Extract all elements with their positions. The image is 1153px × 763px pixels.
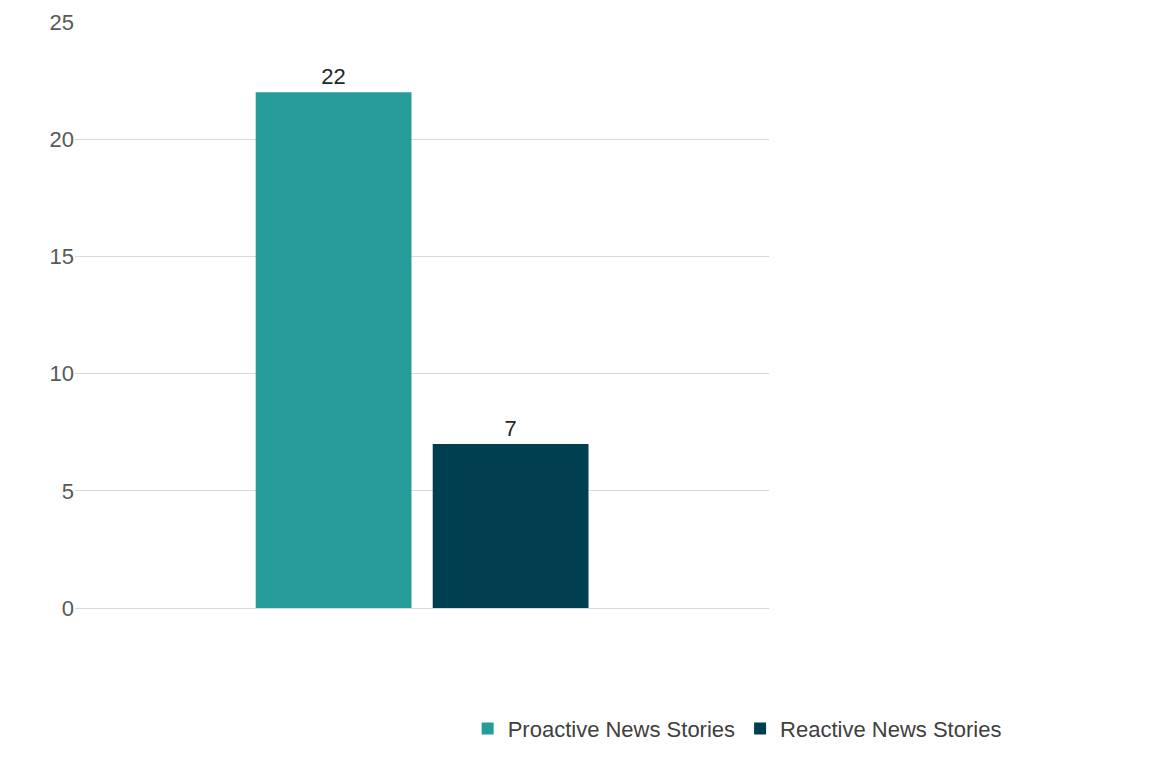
svg-text:25: 25 — [50, 10, 74, 35]
svg-text:Proactive News Stories: Proactive News Stories — [508, 717, 735, 742]
svg-text:5: 5 — [62, 479, 74, 504]
svg-text:10: 10 — [50, 361, 74, 386]
svg-text:7: 7 — [504, 416, 516, 441]
svg-text:Reactive News Stories: Reactive News Stories — [780, 717, 1001, 742]
svg-text:22: 22 — [321, 64, 345, 89]
svg-text:20: 20 — [50, 127, 74, 152]
svg-text:0: 0 — [62, 596, 74, 621]
svg-text:15: 15 — [50, 244, 74, 269]
